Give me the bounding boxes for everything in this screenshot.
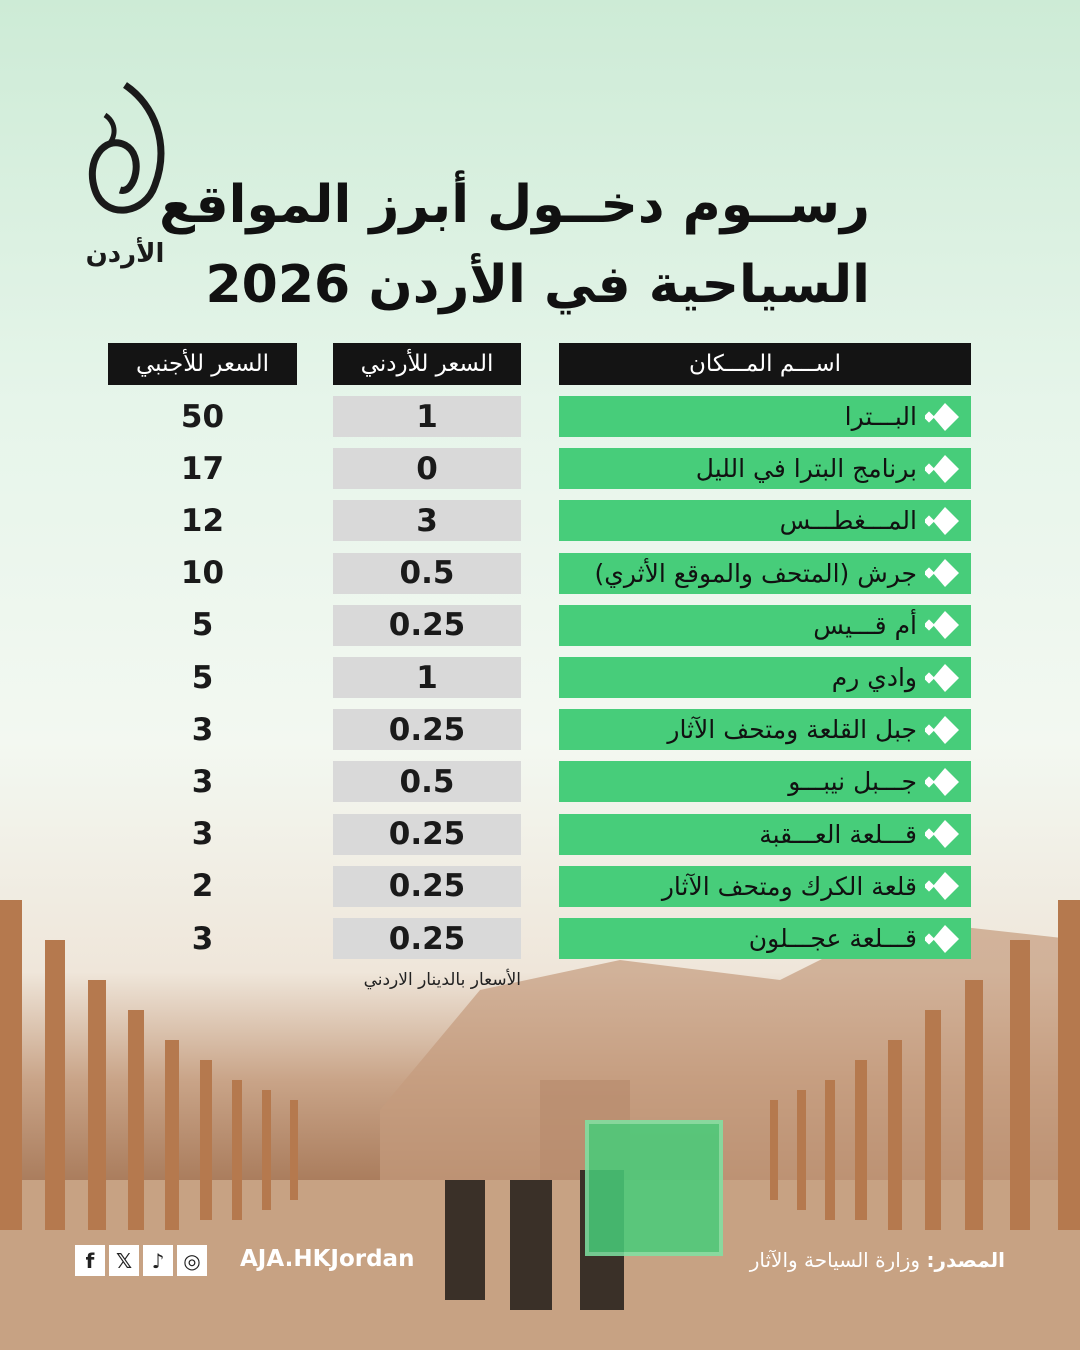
local-price-cell: 0.25 (333, 918, 521, 959)
foreign-price-cell: 12 (180, 502, 225, 539)
place-cell: جـــبل نيبـــو (559, 761, 971, 803)
instagram-icon[interactable]: ◎ (177, 1245, 207, 1276)
al-jazeera-logo-mark (88, 82, 165, 214)
diamond-bullet-icon (923, 715, 959, 744)
place-cell: جرش (المتحف والموقع الأثري) (559, 552, 971, 594)
place-cell: جبل القلعة ومتحف الآثار (559, 709, 971, 751)
foreign-price-cell: 10 (180, 555, 225, 592)
place-name: قـــلعة عجـــلون (748, 924, 917, 953)
place-cell: قـــلعة عجـــلون (559, 918, 971, 959)
local-price-cell: 0.5 (333, 552, 521, 594)
foreign-price-cell: 5 (191, 607, 214, 644)
source-label: المصدر: (926, 1248, 1005, 1272)
diamond-bullet-icon (923, 820, 959, 849)
place-cell: قـــلعة العـــقبة (559, 813, 971, 855)
social-handle: AJA.HKJordan (240, 1246, 415, 1272)
place-cell: أم قـــيس (559, 604, 971, 646)
local-price-cell: 0.25 (333, 709, 521, 751)
place-name: وادي رم (831, 663, 917, 692)
logo-subtitle: الأردن (85, 239, 165, 269)
place-name: جبل القلعة ومتحف الآثار (667, 715, 917, 745)
place-cell: وادي رم (559, 657, 971, 698)
place-name: قلعة الكرك ومتحف الآثار (661, 871, 917, 901)
local-price-cell: 0.25 (333, 813, 521, 855)
local-price-cell: 0 (333, 448, 521, 490)
page-title: رســوم دخــول أبرز المواقع السياحية في ا… (159, 165, 870, 325)
place-name: المـــغطـــس (779, 506, 917, 536)
diamond-bullet-icon (923, 924, 959, 953)
local-price-cell: 0.25 (333, 604, 521, 646)
local-price-cell: 0.25 (333, 865, 521, 907)
foreign-price-cell: 3 (191, 763, 214, 800)
diamond-bullet-icon (923, 767, 959, 796)
place-cell: قلعة الكرك ومتحف الآثار (559, 865, 971, 907)
diamond-bullet-icon (923, 663, 959, 692)
diamond-bullet-icon (923, 506, 959, 535)
title-line-1: رســوم دخــول أبرز المواقع (159, 175, 870, 235)
place-name: جـــبل نيبـــو (788, 767, 917, 797)
place-cell: برنامج البترا في الليل (559, 448, 971, 490)
foreign-price-cell: 5 (191, 659, 214, 696)
diamond-bullet-icon (923, 872, 959, 901)
foreign-price-cell: 3 (191, 816, 214, 853)
diamond-bullet-icon (923, 454, 959, 483)
place-name: جرش (المتحف والموقع الأثري) (594, 558, 917, 588)
x-icon[interactable]: 𝕏 (109, 1245, 139, 1276)
local-price-cell: 0.5 (333, 761, 521, 803)
qr-code[interactable] (585, 1120, 723, 1256)
place-cell: البـــترا (559, 396, 971, 437)
social-icons: f 𝕏 ♪ ◎ (75, 1245, 207, 1276)
tiktok-icon[interactable]: ♪ (143, 1245, 173, 1276)
al-jazeera-logo: الأردن (70, 75, 180, 270)
currency-note: الأسعار بالدينار الاردني (363, 970, 521, 990)
place-name: البـــترا (844, 402, 917, 431)
foreign-price-cell: 2 (191, 868, 214, 905)
local-price-cell: 3 (333, 500, 521, 542)
place-name: برنامج البترا في الليل (695, 454, 917, 484)
foreign-price-cell: 50 (180, 398, 225, 435)
diamond-bullet-icon (923, 402, 959, 431)
header-local-price: السعر للأردني (333, 343, 521, 385)
local-price-cell: 1 (333, 657, 521, 698)
foreign-price-cell: 3 (191, 711, 214, 748)
place-cell: المـــغطـــس (559, 500, 971, 542)
place-name: قـــلعة العـــقبة (759, 819, 917, 849)
header-place: اســـم المـــكان (559, 343, 971, 385)
diamond-bullet-icon (923, 559, 959, 588)
source: المصدر: وزارة السياحة والآثار (750, 1248, 1005, 1272)
diamond-bullet-icon (923, 611, 959, 640)
local-price-cell: 1 (333, 396, 521, 437)
foreign-price-cell: 17 (180, 450, 225, 487)
title-line-2: السياحية في الأردن 2026 (205, 255, 870, 315)
source-text: وزارة السياحة والآثار (749, 1248, 921, 1272)
place-name: أم قـــيس (813, 610, 917, 640)
foreign-price-cell: 3 (191, 920, 214, 957)
facebook-icon[interactable]: f (75, 1245, 105, 1276)
header-foreign-price: السعر للأجنبي (108, 343, 297, 385)
